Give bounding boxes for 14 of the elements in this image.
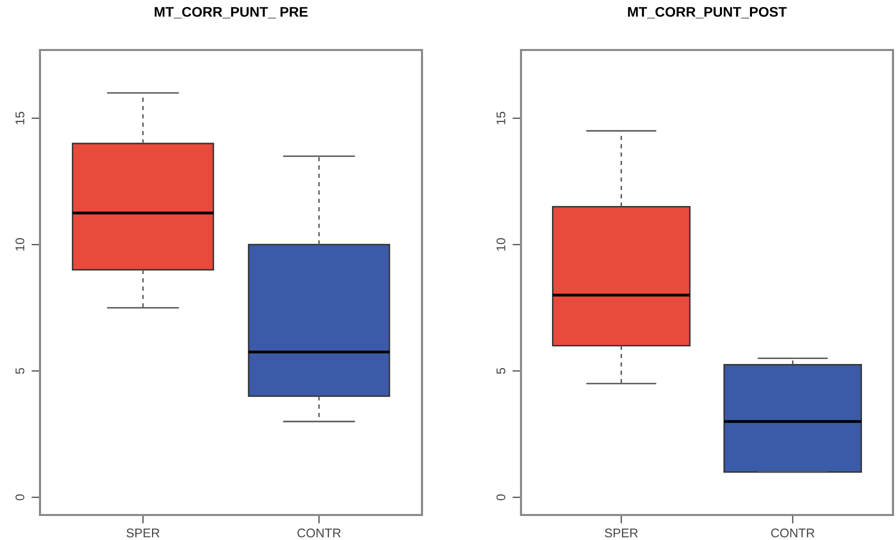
y-tick-label: 15 — [496, 112, 506, 124]
x-tick-label: SPER — [126, 528, 160, 538]
y-tick-label: 5 — [16, 368, 24, 374]
y-tick-label: 5 — [496, 368, 506, 374]
chart-title: MT_CORR_PUNT_POST — [628, 6, 787, 18]
y-tick-label: 10 — [15, 238, 24, 251]
y-tick-label: 10 — [496, 238, 506, 251]
chart-title: MT_CORR_PUNT_ PRE — [154, 6, 308, 18]
x-tick-label: CONTR — [297, 528, 341, 538]
x-tick-label: CONTR — [771, 528, 814, 538]
y-tick-label: 0 — [15, 494, 24, 500]
y-tick-label: 0 — [496, 494, 506, 500]
x-tick-label: SPER — [604, 528, 638, 538]
y-tick-label: 15 — [16, 112, 24, 124]
